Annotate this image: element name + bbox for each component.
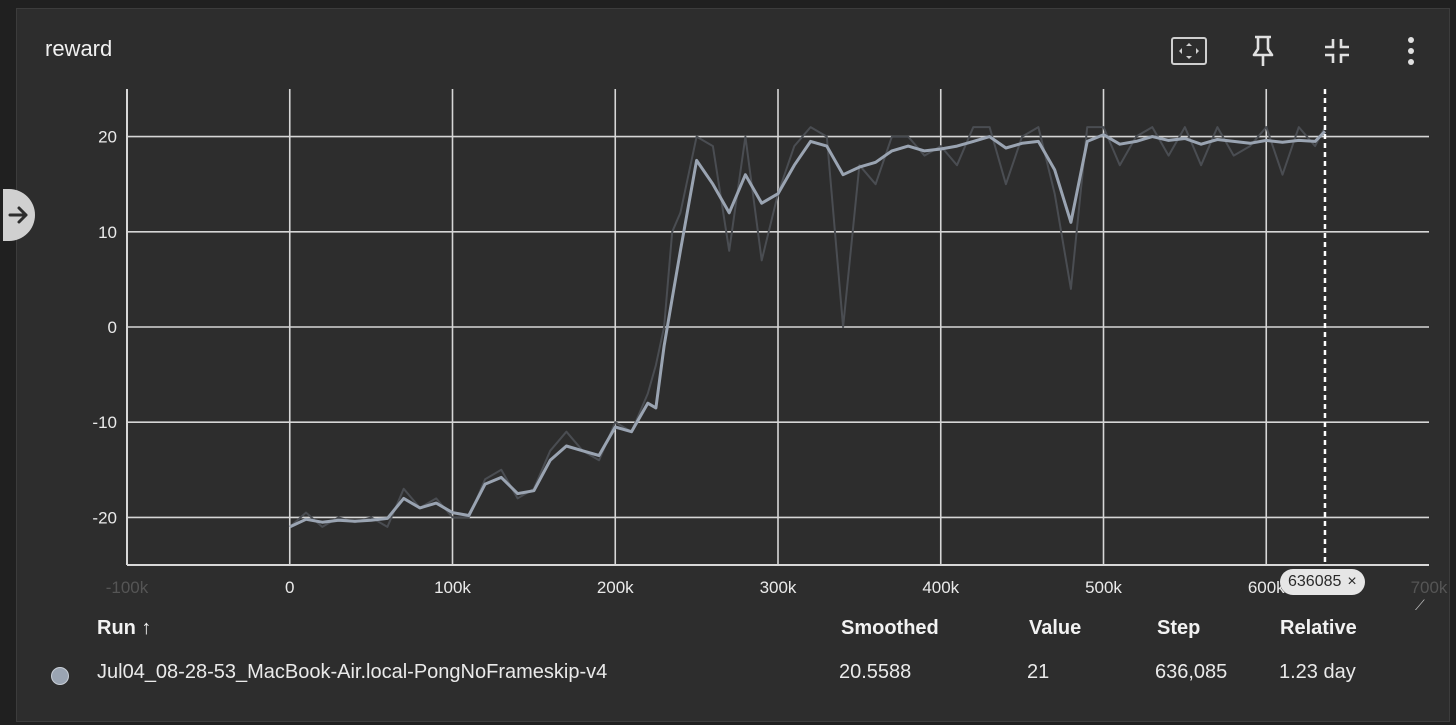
run-color-swatch[interactable] <box>51 667 69 685</box>
header-relative: Relative <box>1280 617 1357 639</box>
y-tick-label: -20 <box>92 508 117 527</box>
pin-icon <box>1252 35 1274 66</box>
more-options-button[interactable] <box>1391 31 1431 71</box>
collapse-icon <box>1325 39 1349 63</box>
card-toolbar <box>1169 31 1431 71</box>
collapse-button[interactable] <box>1317 31 1357 71</box>
x-tick-label: 400k <box>922 578 959 597</box>
x-tick-label: 100k <box>434 578 471 597</box>
fit-to-data-button[interactable] <box>1169 31 1209 71</box>
raw-series-line <box>289 126 1326 528</box>
step-marker-chip[interactable]: 636085 × <box>1280 569 1365 595</box>
y-tick-label: 20 <box>98 128 117 147</box>
header-run[interactable]: Run ↑ <box>97 617 152 639</box>
raw-value: 21 <box>1027 661 1050 683</box>
pin-button[interactable] <box>1243 31 1283 71</box>
x-tick-label: -100k <box>106 578 149 597</box>
close-icon[interactable]: × <box>1347 573 1357 590</box>
x-tick-label: 0 <box>285 578 294 597</box>
y-tick-label: 10 <box>98 223 117 242</box>
run-name: Jul04_08-28-53_MacBook-Air.local-PongNoF… <box>97 661 608 683</box>
x-tick-label: 700k <box>1411 578 1448 597</box>
relative-value: 1.23 day <box>1279 661 1356 683</box>
fit-to-data-icon <box>1171 37 1207 65</box>
x-tick-label: 500k <box>1085 578 1122 597</box>
header-smoothed: Smoothed <box>841 617 939 639</box>
reward-line-chart[interactable]: -100k 0 100k 200k 300k 400k 500k 600k 700k 20 10 0 -… <box>17 9 1451 614</box>
header-step: Step <box>1157 617 1201 639</box>
y-tick-label: 0 <box>108 318 117 337</box>
x-tick-label: 300k <box>760 578 797 597</box>
y-tick-label: -10 <box>92 413 117 432</box>
smoothed-series-line <box>289 130 1327 529</box>
header-value: Value <box>1029 617 1082 639</box>
x-tick-label: 600k <box>1248 578 1285 597</box>
smoothed-value: 20.5588 <box>839 661 912 683</box>
arrow-right-icon <box>8 206 28 224</box>
card-title: reward <box>45 36 113 61</box>
step-value: 636,085 <box>1155 661 1228 683</box>
x-tick-label: 200k <box>597 578 634 597</box>
step-marker-label: 636085 <box>1288 573 1342 590</box>
resize-handle-icon[interactable]: ⟋ <box>1415 597 1425 613</box>
scalar-card: reward -100k 0 100k 200k 300k 400k 500k 600k 700… <box>3 8 1451 722</box>
more-vert-icon <box>1408 37 1414 65</box>
